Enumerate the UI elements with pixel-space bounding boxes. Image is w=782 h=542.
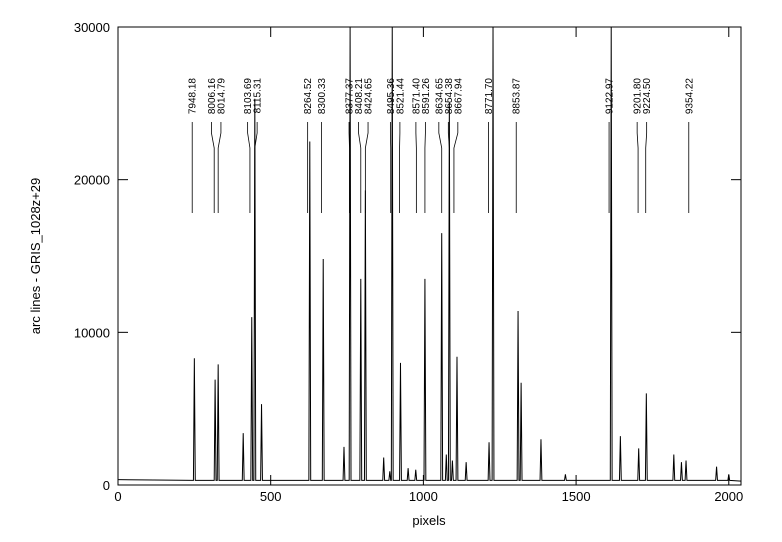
line-label: 8006.16 (207, 78, 218, 115)
plot-frame (117, 26, 742, 486)
y-axis-label: arc lines - GRIS_1028z+29 (28, 178, 43, 334)
line-marker (645, 122, 648, 213)
x-tick-label: 1000 (409, 489, 438, 504)
line-label: 8300.33 (317, 78, 328, 115)
line-label: 8264.52 (303, 78, 314, 115)
line-marker (217, 122, 222, 213)
line-marker (453, 122, 459, 213)
x-tick-label: 0 (114, 489, 121, 504)
y-tick-label: 30000 (74, 20, 110, 35)
x-tick-label: 1500 (562, 489, 591, 504)
line-label: 8591.26 (421, 78, 432, 115)
line-label: 8115.31 (253, 78, 264, 114)
y-tick-label: 10000 (74, 325, 110, 340)
line-marker (438, 122, 443, 213)
line-marker (254, 122, 258, 213)
line-label: 8571.40 (411, 78, 422, 115)
x-tick-label: 500 (260, 489, 282, 504)
line-label: 8654.38 (444, 78, 455, 115)
line-label: 8014.79 (216, 78, 227, 115)
line-label: 8103.69 (243, 78, 254, 115)
line-label: 8634.65 (434, 78, 445, 115)
line-label: 9201.80 (633, 78, 644, 115)
line-label: 8853.87 (512, 78, 523, 115)
line-label: 8495.36 (386, 78, 397, 115)
line-label: 9122.97 (605, 78, 616, 115)
y-tick-label: 0 (103, 478, 110, 493)
y-tick-label: 20000 (74, 173, 110, 188)
line-label: 8667.94 (453, 78, 464, 115)
line-marker (211, 122, 215, 213)
line-label: 7948.18 (188, 78, 199, 115)
x-tick-label: 2000 (714, 489, 743, 504)
line-marker (247, 122, 251, 213)
line-label: 9354.22 (684, 78, 695, 115)
line-label: 8521.44 (395, 78, 406, 115)
line-marker (447, 122, 450, 213)
x-axis-label: pixels (412, 513, 446, 528)
line-marker (636, 122, 639, 213)
line-marker (364, 122, 369, 213)
line-label: 8408.21 (354, 78, 365, 115)
line-marker (358, 122, 362, 213)
plot-area (118, 27, 741, 482)
line-label: 8771.70 (484, 78, 495, 115)
spectrum-line (118, 27, 741, 482)
line-label: 9224.50 (642, 78, 653, 115)
line-label: 8424.65 (364, 78, 375, 115)
line-label: 8377.37 (345, 78, 356, 115)
